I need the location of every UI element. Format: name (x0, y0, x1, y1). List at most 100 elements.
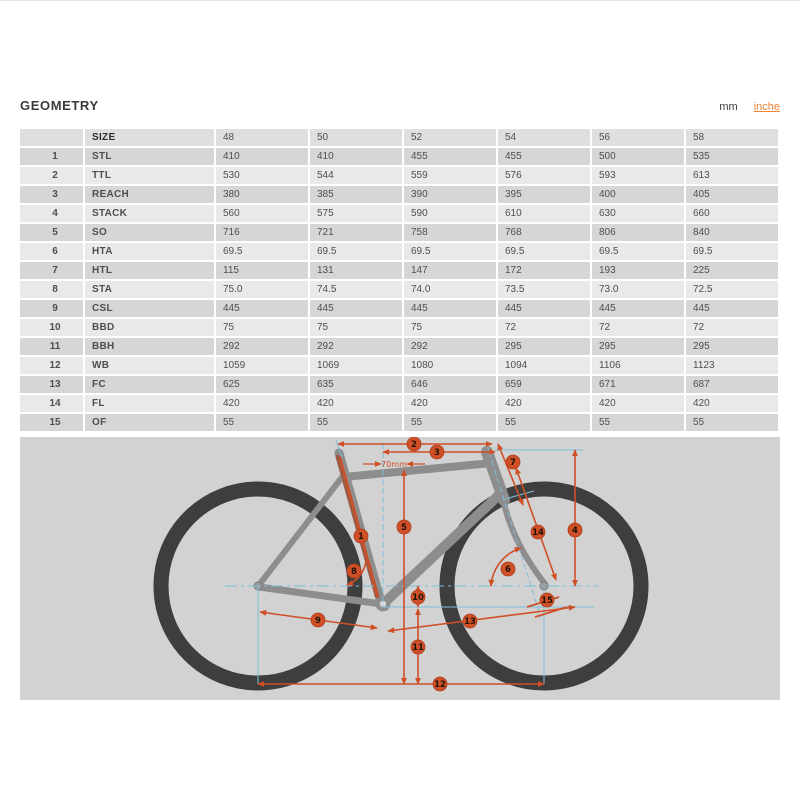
value-cell: 225 (686, 262, 778, 279)
row-label-cell: TTL (85, 167, 214, 184)
value-cell: 1123 (686, 357, 778, 374)
value-cell: 840 (686, 224, 778, 241)
size-column-header: SIZE (85, 129, 214, 146)
row-label-cell: CSL (85, 300, 214, 317)
value-cell: 575 (310, 205, 402, 222)
svg-text:4: 4 (572, 526, 578, 536)
row-number-cell: 9 (20, 300, 83, 317)
value-cell: 73.5 (498, 281, 590, 298)
value-cell: 576 (498, 167, 590, 184)
unit-switcher: mm inche (719, 101, 780, 113)
row-label-cell: FC (85, 376, 214, 393)
value-cell: 74.5 (310, 281, 402, 298)
value-cell: 1080 (404, 357, 496, 374)
row-number-cell: 14 (20, 395, 83, 412)
table-row: 5 SO 716 721 758 768 806 840 (20, 224, 778, 241)
value-cell: 69.5 (498, 243, 590, 260)
value-cell: 400 (592, 186, 684, 203)
value-cell: 721 (310, 224, 402, 241)
value-cell: 630 (592, 205, 684, 222)
row-label-cell: STACK (85, 205, 214, 222)
value-cell: 75 (216, 319, 308, 336)
value-cell: 420 (404, 395, 496, 412)
dim-marker-6: 6 (500, 561, 516, 577)
size-48-header: 48 (216, 129, 308, 146)
value-cell: 671 (592, 376, 684, 393)
value-cell: 445 (592, 300, 684, 317)
unit-inches-link[interactable]: inche (753, 101, 780, 113)
value-cell: 420 (686, 395, 778, 412)
value-cell: 593 (592, 167, 684, 184)
value-cell: 445 (310, 300, 402, 317)
chain-stay (255, 583, 386, 608)
value-cell: 590 (404, 205, 496, 222)
value-cell: 1069 (310, 357, 402, 374)
page-top-rule (0, 0, 800, 1)
value-cell: 390 (404, 186, 496, 203)
row-number-cell: 10 (20, 319, 83, 336)
value-cell: 385 (310, 186, 402, 203)
value-cell: 530 (216, 167, 308, 184)
value-cell: 716 (216, 224, 308, 241)
svg-text:11: 11 (412, 643, 424, 653)
dim-marker-9: 9 (310, 612, 326, 628)
row-label-cell: FL (85, 395, 214, 412)
size-56-header: 56 (592, 129, 684, 146)
value-cell: 768 (498, 224, 590, 241)
value-cell: 292 (310, 338, 402, 355)
value-cell: 55 (310, 414, 402, 431)
value-cell: 72 (592, 319, 684, 336)
value-cell: 69.5 (592, 243, 684, 260)
dim-marker-5: 5 (396, 519, 412, 535)
size-52-header: 52 (404, 129, 496, 146)
value-cell: 69.5 (216, 243, 308, 260)
value-cell: 613 (686, 167, 778, 184)
value-cell: 659 (498, 376, 590, 393)
value-cell: 73.0 (592, 281, 684, 298)
table-row: 6 HTA 69.5 69.5 69.5 69.5 69.5 69.5 (20, 243, 778, 260)
value-cell: 560 (216, 205, 308, 222)
value-cell: 115 (216, 262, 308, 279)
row-number-cell: 8 (20, 281, 83, 298)
dim-marker-10: 10 (410, 589, 426, 605)
dim-marker-14: 14 (530, 524, 546, 540)
dim-marker-8: 8 (346, 563, 362, 579)
value-cell: 74.0 (404, 281, 496, 298)
geometry-table: SIZE 48 50 52 54 56 58 1 STL 410 410 455 455 5… (18, 127, 780, 433)
value-cell: 758 (404, 224, 496, 241)
value-cell: 55 (216, 414, 308, 431)
row-number-cell: 7 (20, 262, 83, 279)
row-number-cell: 6 (20, 243, 83, 260)
bottom-bracket-hole (379, 600, 387, 608)
row-number-cell: 4 (20, 205, 83, 222)
value-cell: 535 (686, 148, 778, 165)
value-cell: 193 (592, 262, 684, 279)
value-cell: 806 (592, 224, 684, 241)
row-label-cell: WB (85, 357, 214, 374)
value-cell: 75 (310, 319, 402, 336)
value-cell: 380 (216, 186, 308, 203)
value-cell: 500 (592, 148, 684, 165)
table-row: 1 STL 410 410 455 455 500 535 (20, 148, 778, 165)
bike-geometry-diagram: 70mm 1 2 3 4 5 6 7 8 9 10 11 12 13 14 15 (20, 436, 780, 700)
value-cell: 660 (686, 205, 778, 222)
row-number-cell: 1 (20, 148, 83, 165)
value-cell: 295 (686, 338, 778, 355)
row-number-cell: 15 (20, 414, 83, 431)
seat-stay (256, 469, 349, 588)
value-cell: 55 (404, 414, 496, 431)
value-cell: 635 (310, 376, 402, 393)
table-row: 4 STACK 560 575 590 610 630 660 (20, 205, 778, 222)
table-row: 7 HTL 115 131 147 172 193 225 (20, 262, 778, 279)
value-cell: 410 (310, 148, 402, 165)
dim-marker-3: 3 (429, 444, 445, 460)
table-row: 15 OF 55 55 55 55 55 55 (20, 414, 778, 431)
value-cell: 55 (498, 414, 590, 431)
row-number-cell: 12 (20, 357, 83, 374)
svg-text:8: 8 (351, 567, 357, 577)
unit-mm-label: mm (719, 101, 738, 113)
size-54-header: 54 (498, 129, 590, 146)
value-cell: 75 (404, 319, 496, 336)
value-cell: 687 (686, 376, 778, 393)
value-cell: 295 (592, 338, 684, 355)
